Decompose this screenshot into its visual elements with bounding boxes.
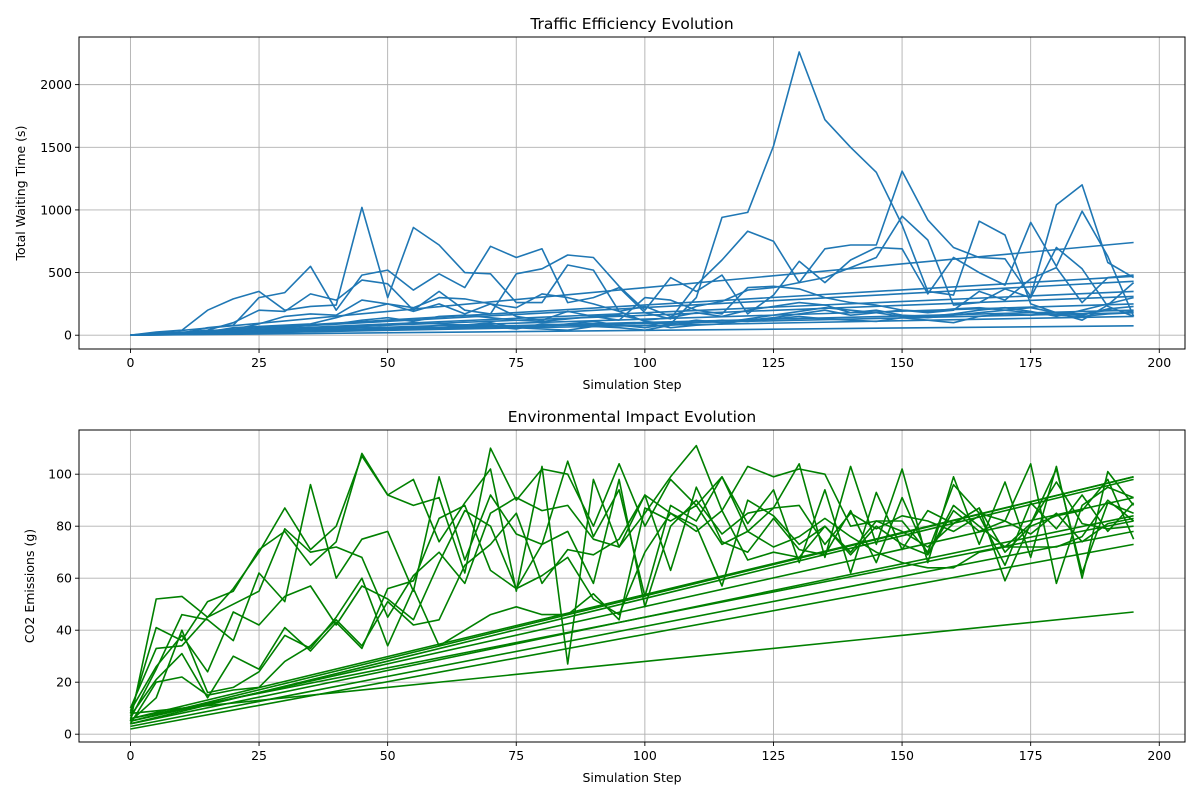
series-line-2 xyxy=(129,444,1134,714)
series-line-6 xyxy=(129,478,1135,717)
series-line-17 xyxy=(130,611,1134,715)
y-tick-label: 60 xyxy=(56,571,72,586)
plot-frame xyxy=(78,429,1186,743)
x-tick-label: 75 xyxy=(508,748,524,763)
series-line-11 xyxy=(130,478,1134,725)
y-tick-label: 1500 xyxy=(40,140,72,155)
x-tick-label: 75 xyxy=(508,355,524,370)
chart-title: Traffic Efficiency Evolution xyxy=(529,15,733,33)
x-tick-label: 0 xyxy=(126,748,134,763)
series-line-5 xyxy=(129,499,1134,712)
x-tick-label: 150 xyxy=(890,748,914,763)
series-line-11 xyxy=(130,275,1134,336)
chart-title: Environmental Impact Evolution xyxy=(508,408,757,426)
x-tick-label: 50 xyxy=(380,748,396,763)
y-tick-label: 20 xyxy=(56,675,72,690)
series-line-15 xyxy=(130,303,1134,336)
y-tick-label: 1000 xyxy=(40,202,72,217)
x-tick-label: 25 xyxy=(251,748,267,763)
x-tick-label: 150 xyxy=(890,355,914,370)
y-tick-label: 2000 xyxy=(40,77,72,92)
y-tick-label: 80 xyxy=(56,519,72,534)
series-line-8 xyxy=(129,499,1135,722)
series-line-3 xyxy=(130,210,1135,336)
series-line-15 xyxy=(130,530,1134,728)
x-tick-label: 200 xyxy=(1147,355,1171,370)
series-line-12 xyxy=(130,496,1134,722)
series-line-18 xyxy=(130,315,1134,336)
y-axis-label: CO2 Emissions (g) xyxy=(22,529,37,643)
series-line-10 xyxy=(130,476,1134,722)
series-line-10 xyxy=(130,241,1134,336)
x-tick-label: 175 xyxy=(1019,748,1043,763)
series-line-19 xyxy=(130,325,1134,336)
y-tick-label: 100 xyxy=(48,467,72,482)
x-axis-label: Simulation Step xyxy=(582,770,681,785)
x-tick-label: 100 xyxy=(633,355,657,370)
y-axis-label: Total Waiting Time (s) xyxy=(13,126,28,262)
series-line-3 xyxy=(129,460,1134,719)
plot-frame xyxy=(78,36,1186,350)
x-tick-label: 125 xyxy=(762,355,786,370)
series-line-16 xyxy=(130,543,1134,730)
series-line-14 xyxy=(130,295,1134,336)
x-tick-label: 175 xyxy=(1019,355,1043,370)
x-axis-label: Simulation Step xyxy=(582,377,681,392)
series-line-12 xyxy=(130,280,1134,336)
x-tick-label: 50 xyxy=(380,355,396,370)
series-line-13 xyxy=(130,290,1134,336)
series-line-14 xyxy=(130,520,1134,720)
x-tick-label: 125 xyxy=(762,748,786,763)
y-tick-label: 500 xyxy=(48,265,72,280)
y-tick-label: 40 xyxy=(56,623,72,638)
x-tick-label: 200 xyxy=(1147,748,1171,763)
y-tick-label: 0 xyxy=(64,328,72,343)
series-line-7 xyxy=(129,478,1135,725)
x-tick-label: 100 xyxy=(633,748,657,763)
panel-environmental-impact: Environmental Impact Evolution 0 25 50 75 10… xyxy=(22,408,1186,785)
y-tick-label: 0 xyxy=(64,727,72,742)
series-line-2 xyxy=(130,170,1135,336)
series-line-4 xyxy=(129,468,1134,709)
x-tick-label: 25 xyxy=(251,355,267,370)
series-line-1 xyxy=(129,447,1135,722)
x-tick-label: 0 xyxy=(126,355,134,370)
panel-traffic-efficiency: Traffic Efficiency Evolution 0 25 50 75 100 1… xyxy=(13,15,1186,392)
